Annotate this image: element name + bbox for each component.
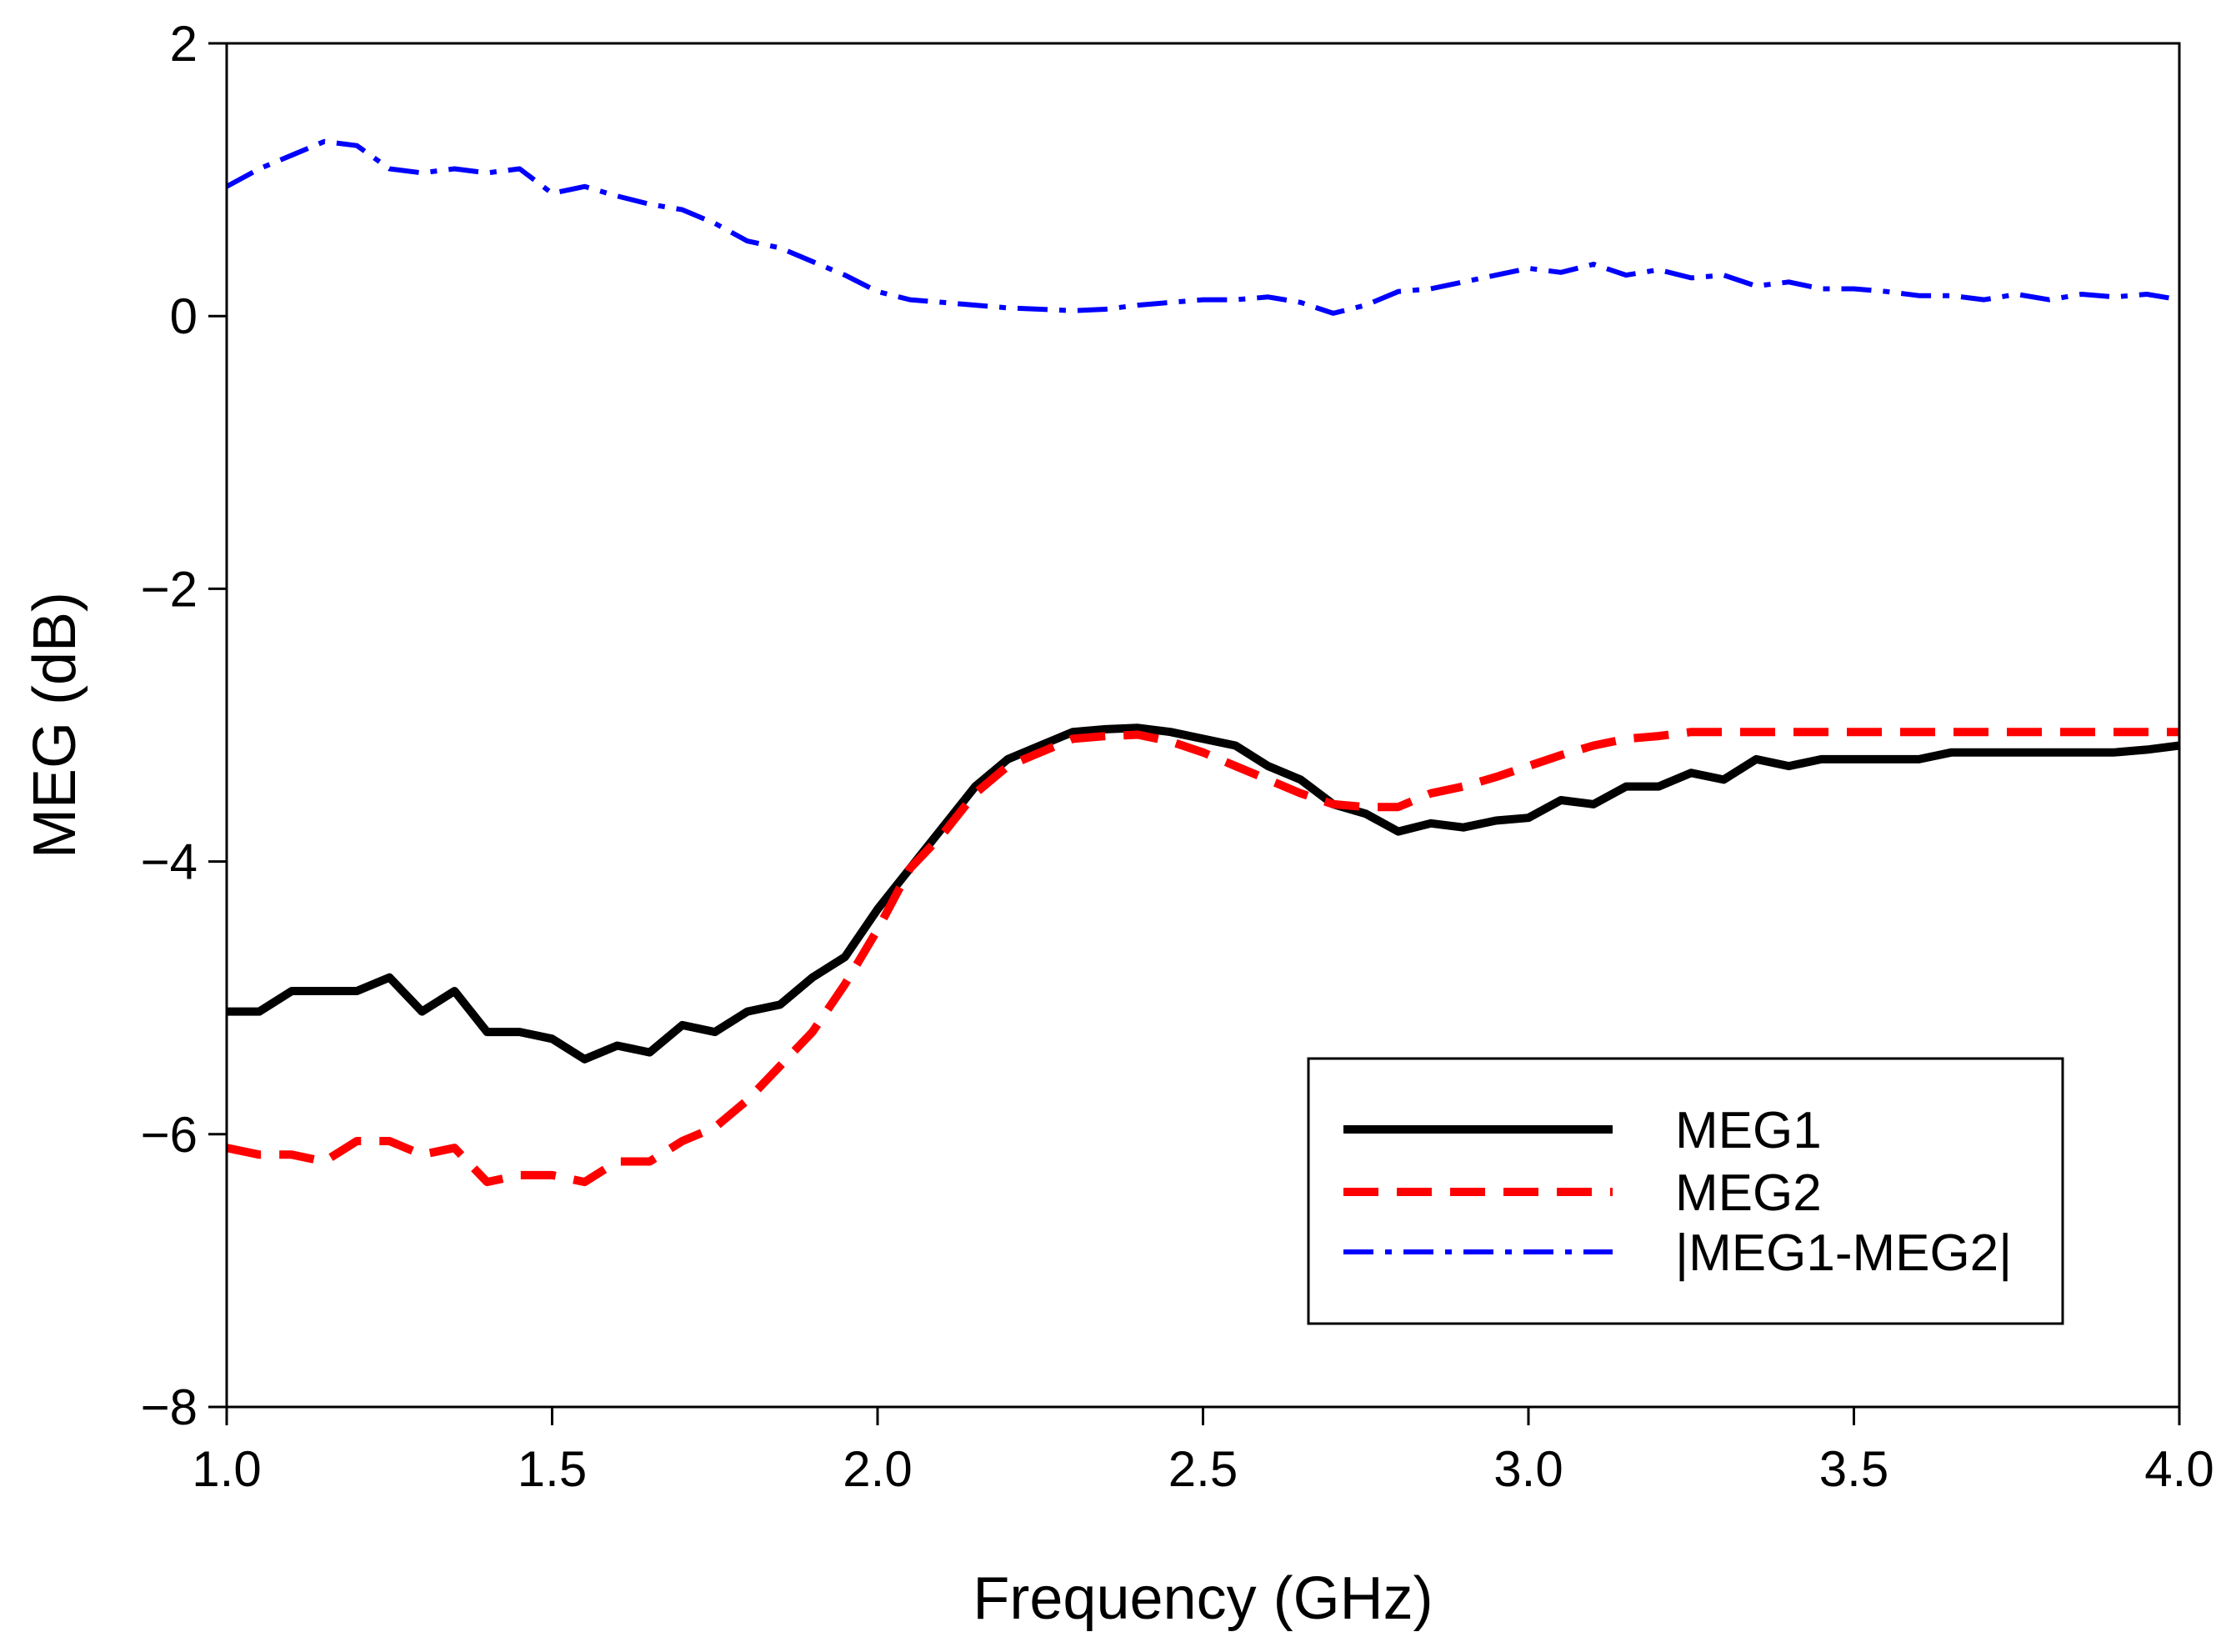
y-tick-label: −6: [141, 1107, 198, 1163]
series-line-meg-difference: [225, 138, 2180, 316]
series-line-meg2: [225, 728, 2179, 1187]
x-tick-label: 2.5: [1168, 1441, 1238, 1497]
x-tick-label: 3.5: [1819, 1441, 1888, 1497]
x-tick-label: 1.0: [192, 1441, 261, 1497]
y-tick-label: 2: [170, 16, 198, 72]
x-tick-label: 1.5: [518, 1441, 587, 1497]
legend-label-meg-difference: |MEG1-MEG2|: [1675, 1224, 2012, 1282]
legend-box: [1307, 1057, 2064, 1325]
legend: MEG1 MEG2 |MEG1-MEG2|: [1307, 1057, 2064, 1325]
y-axis-ticks: −8 −6 −4 −2 0 2: [141, 16, 227, 1435]
series-line-meg1: [227, 723, 2180, 1064]
y-tick-label: −2: [141, 561, 198, 617]
x-tick-label: 4.0: [2144, 1441, 2213, 1497]
legend-label-meg1: MEG1: [1675, 1102, 1822, 1159]
y-tick-label: 0: [170, 288, 198, 344]
x-tick-label: 2.0: [843, 1441, 912, 1497]
series-layer: [225, 138, 2180, 1187]
x-axis-title: Frequency (GHz): [973, 1565, 1433, 1632]
x-tick-label: 3.0: [1493, 1441, 1563, 1497]
legend-label-meg2: MEG2: [1675, 1164, 1822, 1222]
y-tick-label: −8: [141, 1379, 198, 1435]
y-tick-label: −4: [141, 834, 198, 890]
y-axis-title: MEG (dB): [22, 592, 88, 859]
x-axis-ticks: 1.0 1.5 2.0 2.5 3.0 3.5 4.0: [192, 1407, 2214, 1497]
